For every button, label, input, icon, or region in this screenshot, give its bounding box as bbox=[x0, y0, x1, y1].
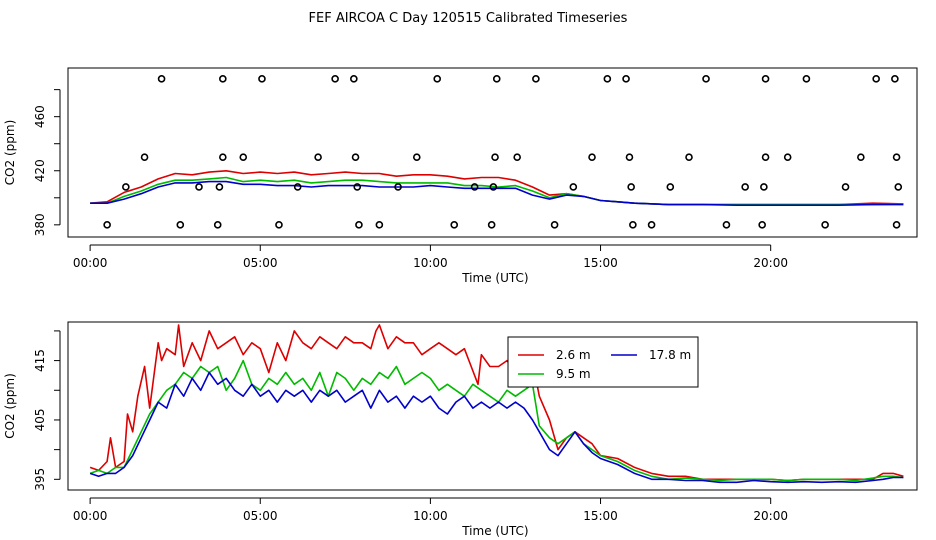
chart-panel-bottom: 00:00 05:00 10:00 15:00 20:00 Time (UTC) 395 40… bbox=[3, 321, 918, 538]
marker-circle bbox=[215, 183, 224, 191]
plot-frame bbox=[67, 67, 918, 238]
marker-circle bbox=[213, 221, 222, 229]
marker-circle bbox=[239, 153, 248, 162]
marker-circle bbox=[647, 221, 656, 229]
x-axis-label: Time (UTC) bbox=[461, 271, 528, 285]
marker-circle bbox=[219, 75, 227, 83]
marker-circle bbox=[532, 75, 540, 83]
x-tick-label: 05:00 bbox=[243, 509, 278, 523]
marker-circle bbox=[892, 153, 901, 162]
marker-circle bbox=[314, 153, 322, 162]
y-axis-label: CO2 (ppm) bbox=[3, 373, 17, 439]
marker-circle bbox=[603, 75, 612, 83]
x-tick-label: 15:00 bbox=[583, 256, 618, 270]
marker-circle bbox=[760, 183, 768, 191]
marker-circle bbox=[702, 75, 710, 83]
marker-circle bbox=[491, 153, 499, 162]
marker-circle bbox=[588, 153, 596, 162]
marker-circle bbox=[122, 183, 130, 191]
marker-circle bbox=[627, 183, 635, 191]
x-tick-label: 15:00 bbox=[583, 509, 618, 523]
marker-circle bbox=[176, 221, 185, 229]
marker-circle bbox=[470, 183, 479, 191]
figure-title: FEF AIRCOA C Day 120515 Calibrated Times… bbox=[309, 11, 628, 26]
x-tick-label: 00:00 bbox=[73, 256, 108, 270]
marker-circle bbox=[891, 75, 899, 83]
marker-circle bbox=[351, 153, 360, 162]
x-tick-label: 10:00 bbox=[413, 509, 448, 523]
series-line-9-5-m bbox=[89, 359, 904, 482]
legend: 2.6 m 17.8 m 9.5 m bbox=[507, 336, 699, 388]
marker-circle bbox=[195, 183, 203, 191]
marker-circle bbox=[666, 183, 675, 191]
marker-circle bbox=[219, 153, 227, 162]
marker-circle bbox=[761, 75, 770, 83]
marker-circle bbox=[350, 75, 358, 83]
marker-circle bbox=[685, 153, 693, 162]
legend-box bbox=[507, 336, 699, 388]
marker-circle bbox=[758, 221, 766, 229]
y-tick-label: 405 bbox=[33, 408, 47, 431]
marker-circle bbox=[331, 75, 339, 83]
marker-circle bbox=[741, 183, 749, 191]
x-axis-label: Time (UTC) bbox=[461, 524, 528, 538]
marker-circle bbox=[375, 221, 384, 229]
marker-circle bbox=[783, 153, 792, 162]
marker-circle bbox=[569, 183, 578, 191]
marker-circle bbox=[622, 75, 630, 83]
y-tick-label: 380 bbox=[33, 213, 47, 236]
y-tick-label: 395 bbox=[33, 468, 47, 491]
marker-circle bbox=[275, 221, 283, 229]
marker-circle bbox=[761, 153, 770, 162]
legend-label: 2.6 m bbox=[556, 348, 591, 362]
y-tick-label: 415 bbox=[33, 349, 47, 372]
marker-circle bbox=[625, 153, 634, 162]
marker-circle bbox=[293, 183, 302, 191]
marker-circle bbox=[433, 75, 442, 83]
marker-circle bbox=[841, 183, 850, 191]
marker-circle bbox=[394, 183, 402, 191]
x-tick-label: 20:00 bbox=[753, 256, 788, 270]
series-line-17-8-m bbox=[90, 180, 904, 206]
series-line-2-6-m bbox=[89, 324, 904, 482]
legend-label: 9.5 m bbox=[556, 367, 591, 381]
y-tick-label: 460 bbox=[33, 105, 47, 128]
x-tick-label: 00:00 bbox=[73, 509, 108, 523]
marker-circle bbox=[489, 183, 498, 191]
marker-circle bbox=[487, 221, 496, 229]
x-tick-label: 05:00 bbox=[243, 256, 278, 270]
marker-circle bbox=[722, 221, 731, 229]
marker-circle bbox=[872, 75, 880, 83]
marker-circle bbox=[550, 221, 559, 229]
marker-circle bbox=[103, 221, 111, 229]
legend-label: 17.8 m bbox=[649, 348, 691, 362]
marker-circle bbox=[140, 153, 149, 162]
marker-circle bbox=[412, 153, 421, 162]
marker-circle bbox=[802, 75, 811, 83]
chart-panel-top: 00:00 05:00 10:00 15:00 20:00 Time (UTC) 380 42… bbox=[3, 67, 918, 285]
marker-circle bbox=[892, 221, 901, 229]
x-tick-label: 20:00 bbox=[753, 509, 788, 523]
marker-circle bbox=[629, 221, 637, 229]
marker-circle bbox=[821, 221, 829, 229]
marker-circle bbox=[492, 75, 501, 83]
plot-frame bbox=[67, 321, 918, 491]
y-tick-label: 420 bbox=[33, 159, 47, 182]
marker-circle bbox=[450, 221, 459, 229]
series-line-17-8-m bbox=[89, 371, 904, 484]
marker-circle bbox=[157, 75, 166, 83]
marker-circle bbox=[353, 183, 362, 191]
marker-circle bbox=[894, 183, 903, 191]
marker-circle bbox=[355, 221, 363, 229]
marker-circle bbox=[857, 153, 865, 162]
x-tick-label: 10:00 bbox=[413, 256, 448, 270]
marker-circle bbox=[258, 75, 266, 83]
y-axis-label: CO2 (ppm) bbox=[3, 120, 17, 186]
marker-circle bbox=[513, 153, 521, 162]
